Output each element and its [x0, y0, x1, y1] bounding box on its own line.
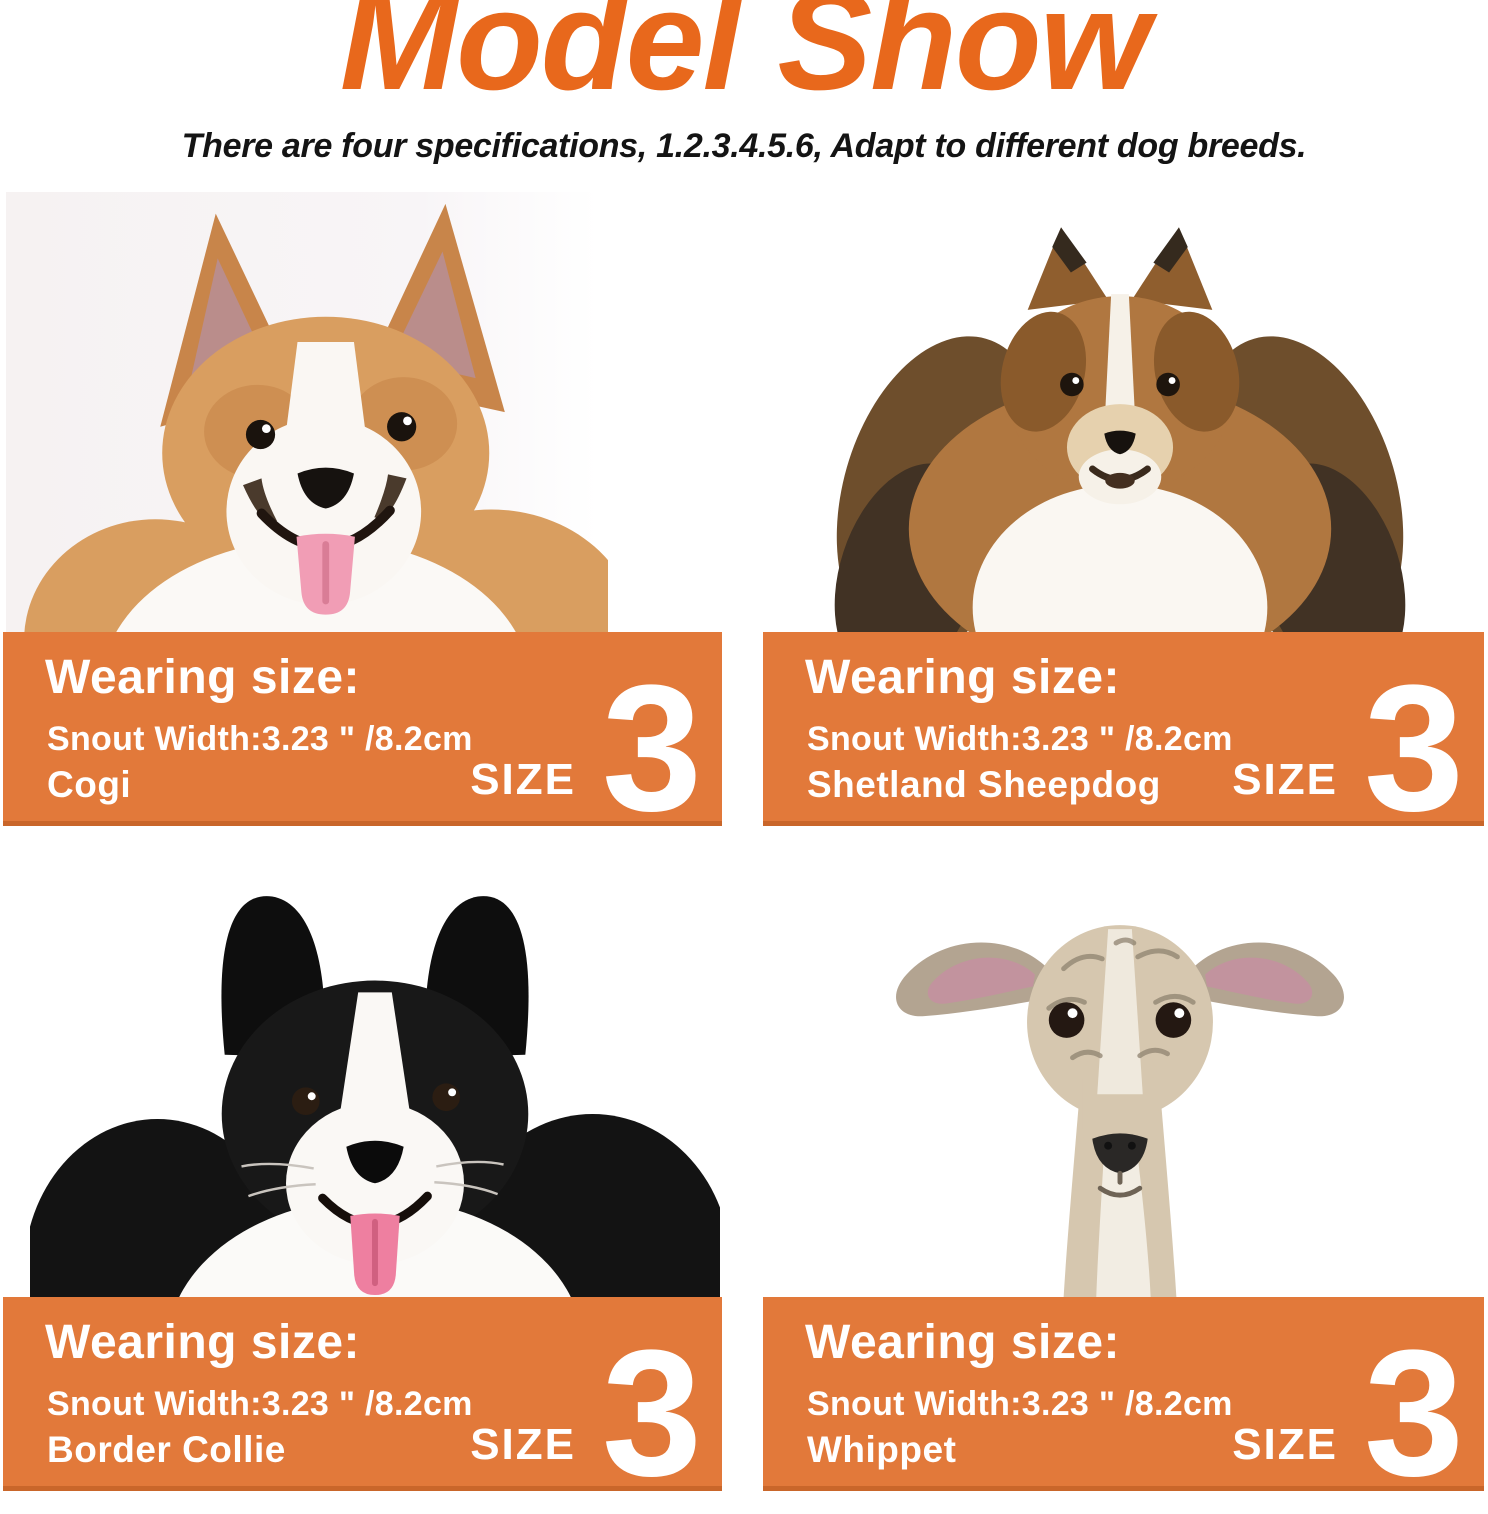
wearing-size-banner-shetland-sheepdog: Wearing size: Snout Width:3.23 " /8.2cm …: [763, 632, 1484, 849]
border-collie-photo: [30, 852, 720, 1297]
whippet-photo: [780, 852, 1460, 1297]
breed-name: Whippet: [807, 1429, 957, 1470]
wearing-size-label: Wearing size:: [805, 651, 1121, 704]
snout-width-value: Snout Width:3.23 " /8.2cm: [807, 1385, 1233, 1423]
size-number: 3: [1363, 647, 1464, 849]
corgi-photo: [24, 196, 608, 636]
wearing-size-label: Wearing size:: [45, 651, 361, 704]
size-number: 3: [601, 647, 702, 849]
size-label: SIZE: [1232, 1420, 1338, 1469]
wearing-size-banner-whippet: Wearing size: Snout Width:3.23 " /8.2cm …: [763, 1297, 1484, 1514]
size-label: SIZE: [1232, 755, 1338, 804]
snout-width-value: Snout Width:3.23 " /8.2cm: [807, 720, 1233, 758]
size-number: 3: [601, 1312, 702, 1514]
wearing-size-label: Wearing size:: [45, 1316, 361, 1369]
shetland-sheepdog-photo: [770, 190, 1470, 632]
size-label: SIZE: [470, 1420, 576, 1469]
breed-name: Border Collie: [47, 1429, 286, 1470]
snout-width-value: Snout Width:3.23 " /8.2cm: [47, 1385, 473, 1423]
page-title: Model Show: [339, 0, 1150, 120]
snout-width-value: Snout Width:3.23 " /8.2cm: [47, 720, 473, 758]
page-subtitle: There are four specifications, 1.2.3.4.5…: [181, 127, 1307, 165]
wearing-size-banner-border-collie: Wearing size: Snout Width:3.23 " /8.2cm …: [3, 1297, 722, 1514]
breed-name: Cogi: [47, 764, 132, 805]
wearing-size-banner-cogi: Wearing size: Snout Width:3.23 " /8.2cm …: [3, 632, 722, 849]
size-label: SIZE: [470, 755, 576, 804]
breed-name: Shetland Sheepdog: [807, 764, 1161, 805]
size-number: 3: [1363, 1312, 1464, 1514]
wearing-size-label: Wearing size:: [805, 1316, 1121, 1369]
